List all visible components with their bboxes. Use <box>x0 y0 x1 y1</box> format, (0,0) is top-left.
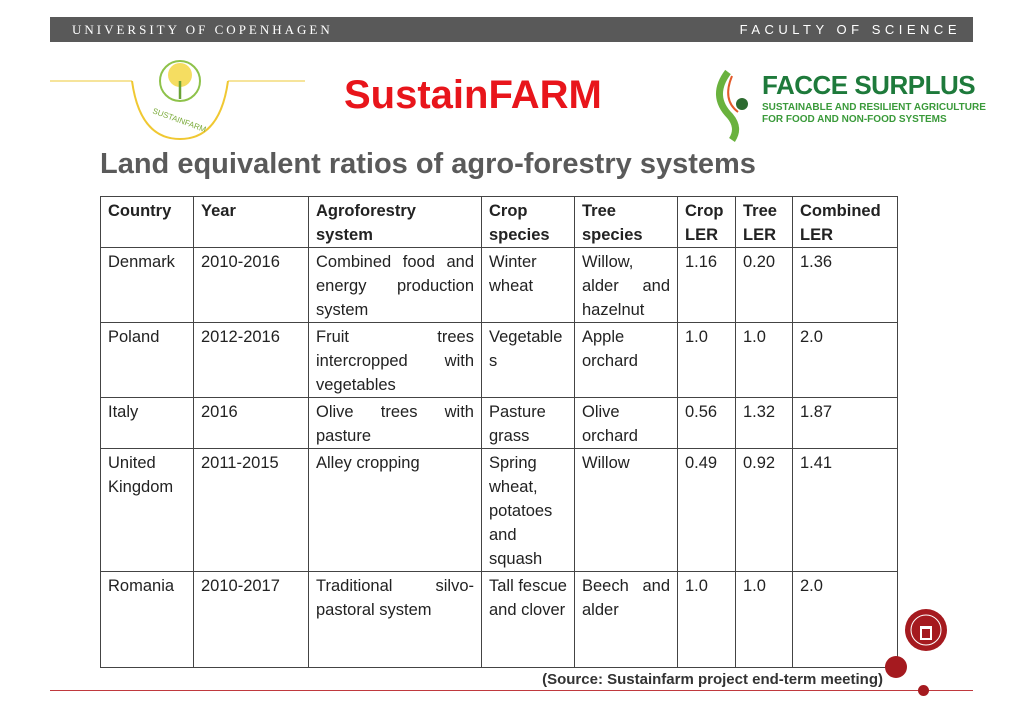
cell-tree-ler: 1.0 <box>735 571 793 668</box>
footer-line <box>50 690 973 691</box>
facce-subtitle-line: SUSTAINABLE AND RESILIENT AGRICULTURE <box>762 102 986 113</box>
cell-country: Romania <box>100 571 194 668</box>
cell-crop-ler: 1.16 <box>677 247 736 323</box>
header-country: Country <box>100 196 194 248</box>
cell-year: 2010-2016 <box>193 247 309 323</box>
cell-system: Traditional silvo-pastoral system <box>308 571 482 668</box>
cell-crop-ler: 0.56 <box>677 397 736 449</box>
cell-tree-ler: 0.20 <box>735 247 793 323</box>
header-tree-ler: Tree LER <box>735 196 793 248</box>
cell-crop-ler: 0.49 <box>677 448 736 572</box>
university-seal-logo <box>904 608 948 652</box>
cell-system: Olive trees with pasture <box>308 397 482 449</box>
cell-system: Fruit trees intercropped with vegetables <box>308 322 482 398</box>
cell-country: Italy <box>100 397 194 449</box>
ler-table: Country Year Agroforestry system Crop sp… <box>100 196 898 668</box>
cell-crop: Vegetables <box>481 322 575 398</box>
table-row: Romania 2010-2017 Traditional silvo-pastor… <box>100 571 898 668</box>
cell-tree: Apple orchard <box>574 322 678 398</box>
header-tree-species: Tree species <box>574 196 678 248</box>
table-row: Italy 2016 Olive trees with pasture Pasture… <box>100 397 898 449</box>
cell-crop: Winter wheat <box>481 247 575 323</box>
table-row: Poland 2012-2016 Fruit trees intercropped … <box>100 322 898 398</box>
cell-combined-ler: 2.0 <box>792 322 898 398</box>
table-area: Country Year Agroforestry system Crop sp… <box>100 196 900 689</box>
header-combined-ler: Combined LER <box>792 196 898 248</box>
table-row: Denmark 2010-2016 Combined food and energy… <box>100 247 898 323</box>
cell-combined-ler: 1.36 <box>792 247 898 323</box>
header-year: Year <box>193 196 309 248</box>
cell-tree-ler: 0.92 <box>735 448 793 572</box>
slide-title: SustainFARM <box>344 73 602 117</box>
cell-tree: Olive orchard <box>574 397 678 449</box>
header-system: Agroforestry system <box>308 196 482 248</box>
cell-tree-ler: 1.0 <box>735 322 793 398</box>
cell-crop: Spring wheat, potatoes and squash <box>481 448 575 572</box>
facce-subtitle: SUSTAINABLE AND RESILIENT AGRICULTURE FOR… <box>762 102 986 126</box>
facce-name: FACCE SURPLUS <box>762 70 976 100</box>
header-crop-ler: Crop LER <box>677 196 736 248</box>
cell-combined-ler: 2.0 <box>792 571 898 668</box>
table-header-row: Country Year Agroforestry system Crop sp… <box>100 196 898 248</box>
sustainfarm-logo-text: SUSTAINFARM <box>151 106 207 134</box>
facce-subtitle-line: FOR FOOD AND NON-FOOD SYSTEMS <box>762 114 947 125</box>
cell-system: Alley cropping <box>308 448 482 572</box>
cell-year: 2016 <box>193 397 309 449</box>
university-name: UNIVERSITY OF COPENHAGEN <box>72 22 333 37</box>
header-crop-species: Crop species <box>481 196 575 248</box>
cell-year: 2010-2017 <box>193 571 309 668</box>
cell-crop-ler: 1.0 <box>677 322 736 398</box>
cell-tree: Beech and alder <box>574 571 678 668</box>
cell-country: Denmark <box>100 247 194 323</box>
cell-crop: Tall fescue and clover <box>481 571 575 668</box>
cell-combined-ler: 1.87 <box>792 397 898 449</box>
facce-surplus-logo: FACCE SURPLUS SUSTAINABLE AND RESILIENT … <box>708 66 986 144</box>
cell-tree: Willow, alder and hazelnut <box>574 247 678 323</box>
table-row: United Kingdom 2011-2015 Alley cropping Spr… <box>100 448 898 572</box>
cell-crop-ler: 1.0 <box>677 571 736 668</box>
cell-tree: Willow <box>574 448 678 572</box>
cell-tree-ler: 1.32 <box>735 397 793 449</box>
source-note: (Source: Sustainfarm project end-term me… <box>542 671 883 688</box>
cell-combined-ler: 1.41 <box>792 448 898 572</box>
slide-subtitle: Land equivalent ratios of agro-forestry … <box>100 148 756 180</box>
cell-system: Combined food and energy production syst… <box>308 247 482 323</box>
header-bar: UNIVERSITY OF COPENHAGEN FACULTY OF SCIE… <box>50 17 973 42</box>
footer-dot <box>918 685 929 696</box>
sustainfarm-logo: SUSTAINFARM <box>50 55 310 145</box>
cell-crop: Pasture grass <box>481 397 575 449</box>
cell-year: 2011-2015 <box>193 448 309 572</box>
decorative-dot <box>885 656 907 678</box>
cell-country: Poland <box>100 322 194 398</box>
faculty-name: FACULTY OF SCIENCE <box>739 22 961 37</box>
cell-country: United Kingdom <box>100 448 194 572</box>
cell-year: 2012-2016 <box>193 322 309 398</box>
